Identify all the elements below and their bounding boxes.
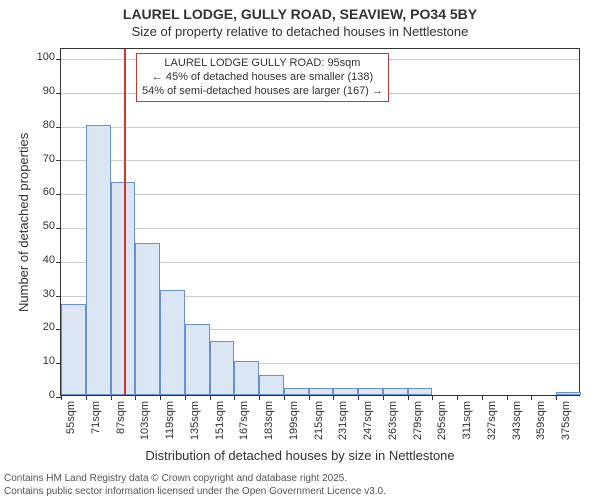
xtick-mark (309, 395, 310, 400)
xtick-label: 263sqm (387, 401, 399, 440)
reference-line (124, 49, 126, 395)
xtick-label: 343sqm (511, 401, 523, 440)
ytick-label: 60 (43, 186, 55, 198)
xtick-label: 167sqm (238, 401, 250, 440)
histogram-bar (86, 125, 111, 395)
x-axis-label: Distribution of detached houses by size … (0, 448, 600, 463)
xtick-mark (383, 395, 384, 400)
ytick-mark (56, 93, 61, 94)
callout-line-2: ← 45% of detached houses are smaller (13… (142, 71, 383, 85)
xtick-label: 151sqm (214, 401, 226, 440)
xtick-mark (482, 395, 483, 400)
xtick-mark (284, 395, 285, 400)
histogram-bar (358, 388, 383, 395)
histogram-bar (284, 388, 309, 395)
histogram-bar (160, 290, 185, 395)
ytick-mark (56, 59, 61, 60)
xtick-label: 311sqm (461, 401, 473, 439)
ytick-label: 90 (43, 85, 55, 97)
histogram-bar (259, 375, 284, 395)
gridline-y (61, 194, 579, 195)
histogram-bar (408, 388, 433, 395)
ytick-label: 100 (37, 51, 55, 63)
chart-subtitle: Size of property relative to detached ho… (0, 24, 600, 39)
xtick-mark (210, 395, 211, 400)
ytick-label: 50 (43, 220, 55, 232)
xtick-mark (234, 395, 235, 400)
footer-line-2: Contains public sector information licen… (4, 486, 386, 499)
xtick-mark (408, 395, 409, 400)
histogram-bar (111, 182, 136, 395)
xtick-label: 135sqm (189, 401, 201, 440)
ytick-mark (56, 127, 61, 128)
ytick-mark (56, 262, 61, 263)
xtick-mark (160, 395, 161, 400)
xtick-mark (531, 395, 532, 400)
xtick-mark (61, 395, 62, 400)
callout-line-3: 54% of semi-detached houses are larger (… (142, 85, 383, 99)
xtick-label: 359sqm (535, 401, 547, 440)
xtick-label: 295sqm (436, 401, 448, 440)
chart-title: LAUREL LODGE, GULLY ROAD, SEAVIEW, PO34 … (0, 0, 600, 22)
xtick-label: 71sqm (90, 401, 102, 434)
xtick-mark (507, 395, 508, 400)
histogram-bar (135, 243, 160, 395)
ytick-mark (56, 194, 61, 195)
histogram-bar (185, 324, 210, 395)
ytick-label: 80 (43, 119, 55, 131)
ytick-mark (56, 228, 61, 229)
gridline-y (61, 127, 579, 128)
ytick-mark (56, 160, 61, 161)
histogram-bar (556, 392, 581, 395)
xtick-mark (556, 395, 557, 400)
xtick-label: 199sqm (288, 401, 300, 440)
footer-line-1: Contains HM Land Registry data © Crown c… (4, 473, 386, 486)
histogram-bar (333, 388, 358, 395)
xtick-label: 183sqm (263, 401, 275, 440)
ytick-label: 10 (43, 355, 55, 367)
xtick-mark (86, 395, 87, 400)
ytick-mark (56, 296, 61, 297)
xtick-mark (358, 395, 359, 400)
histogram-bar (383, 388, 408, 395)
histogram-bar (234, 361, 259, 395)
xtick-label: 327sqm (486, 401, 498, 440)
xtick-label: 119sqm (164, 401, 176, 439)
chart-container: LAUREL LODGE, GULLY ROAD, SEAVIEW, PO34 … (0, 0, 600, 500)
xtick-mark (457, 395, 458, 400)
xtick-label: 55sqm (65, 401, 77, 434)
xtick-label: 279sqm (412, 401, 424, 440)
ytick-label: 0 (49, 389, 55, 401)
ytick-label: 30 (43, 288, 55, 300)
xtick-mark (135, 395, 136, 400)
histogram-bar (210, 341, 235, 395)
ytick-label: 20 (43, 321, 55, 333)
xtick-mark (185, 395, 186, 400)
xtick-mark (333, 395, 334, 400)
xtick-label: 247sqm (362, 401, 374, 440)
xtick-mark (111, 395, 112, 400)
histogram-bar (61, 304, 86, 395)
callout-box: LAUREL LODGE GULLY ROAD: 95sqm← 45% of d… (136, 53, 389, 102)
xtick-label: 87sqm (115, 401, 127, 434)
xtick-label: 215sqm (313, 401, 325, 440)
xtick-label: 103sqm (139, 401, 151, 440)
xtick-mark (259, 395, 260, 400)
histogram-bar (309, 388, 334, 395)
ytick-label: 40 (43, 254, 55, 266)
xtick-label: 231sqm (337, 401, 349, 440)
gridline-y (61, 228, 579, 229)
footer-attribution: Contains HM Land Registry data © Crown c… (4, 473, 386, 498)
callout-line-1: LAUREL LODGE GULLY ROAD: 95sqm (142, 57, 383, 71)
plot-area: 010203040506070809010055sqm71sqm87sqm103… (60, 48, 580, 396)
ytick-label: 70 (43, 153, 55, 165)
y-axis-label: Number of detached properties (16, 133, 31, 312)
xtick-mark (432, 395, 433, 400)
gridline-y (61, 160, 579, 161)
xtick-label: 375sqm (560, 401, 572, 440)
